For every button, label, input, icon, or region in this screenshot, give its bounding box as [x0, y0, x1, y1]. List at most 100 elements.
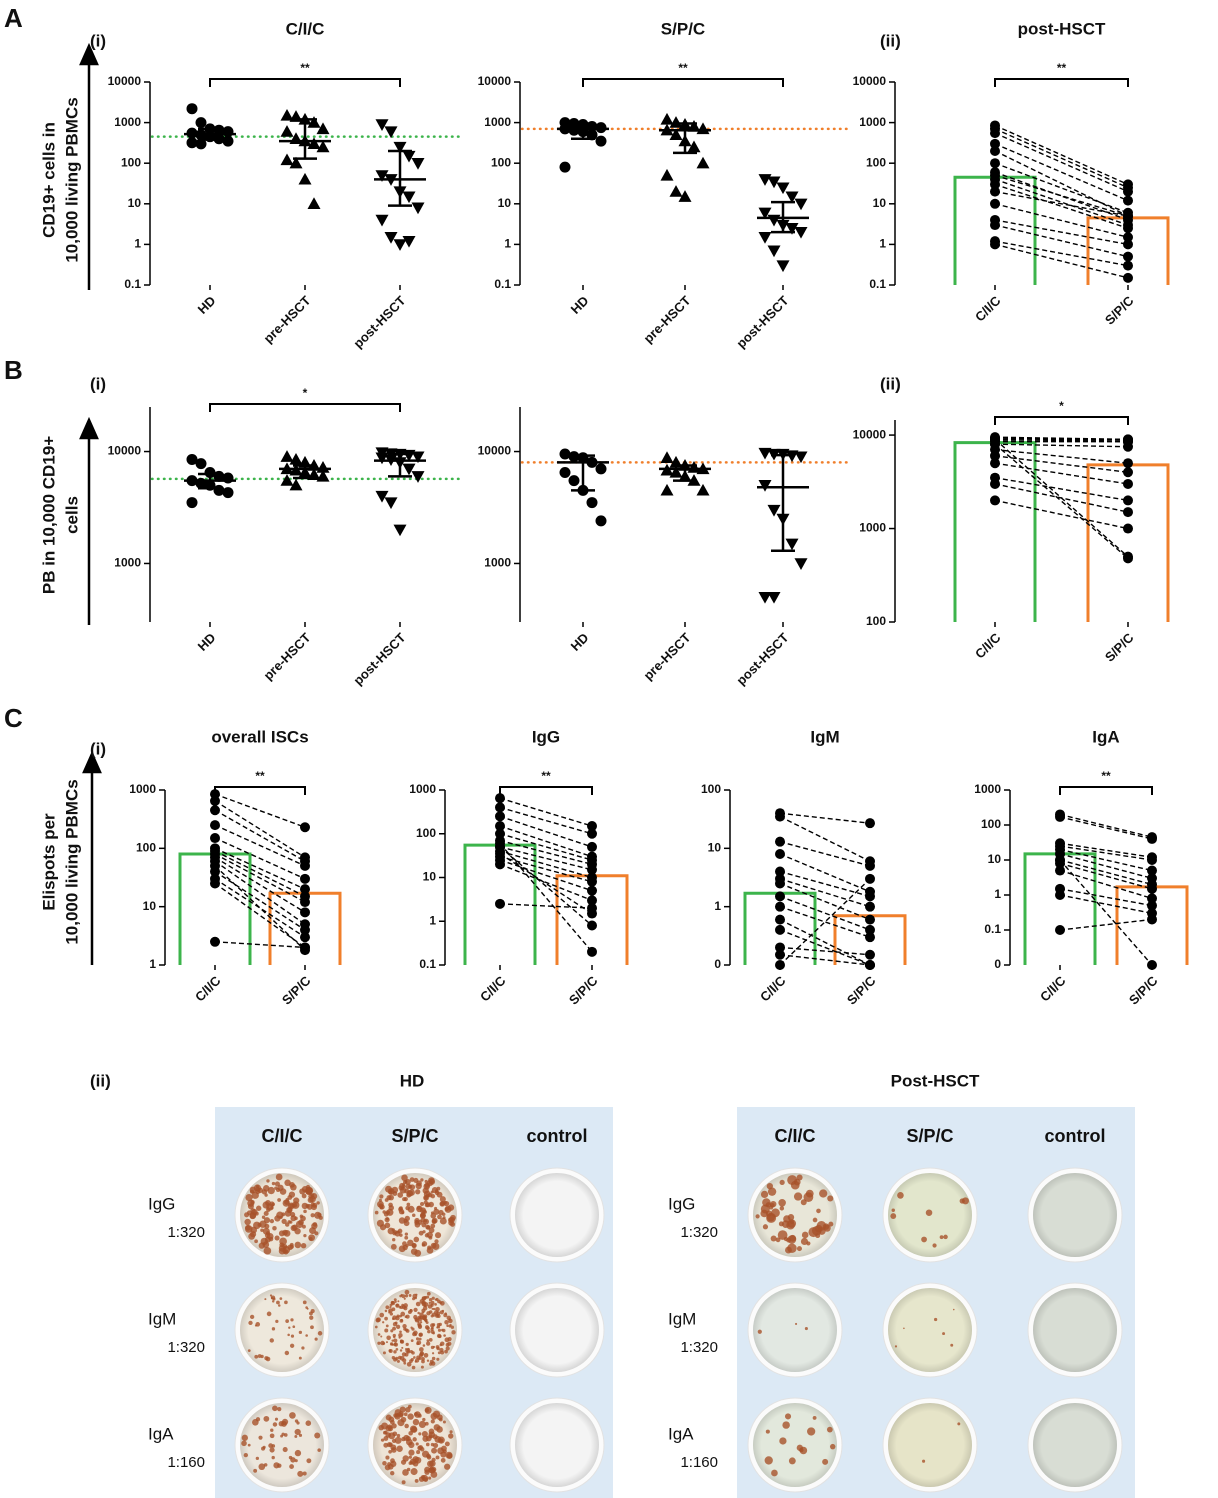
spot: [435, 1345, 440, 1349]
data-point: [1123, 251, 1133, 262]
data-point: [794, 558, 808, 570]
spot: [282, 1446, 288, 1453]
data-point: [222, 135, 234, 147]
spot: [282, 1199, 290, 1207]
y-tick-label: 1: [504, 237, 511, 251]
y-tick-label: 0.1: [984, 922, 1001, 936]
spot: [263, 1211, 269, 1217]
data-point: [865, 924, 875, 935]
data-point: [785, 191, 799, 204]
spot: [426, 1295, 430, 1299]
spot: [243, 1452, 249, 1458]
spot: [384, 1328, 389, 1333]
spot: [439, 1196, 446, 1203]
spot: [310, 1193, 315, 1198]
spot: [258, 1463, 266, 1471]
data-point: [660, 168, 674, 181]
spot: [393, 1338, 398, 1343]
spot: [308, 1234, 316, 1242]
pair-line: [779, 895, 871, 931]
spot: [405, 1314, 410, 1319]
spot: [287, 1220, 292, 1224]
data-point: [495, 821, 505, 832]
spot: [279, 1297, 283, 1300]
y-axis-label: 10,000 living PBMCs: [62, 779, 81, 944]
spot: [306, 1458, 312, 1464]
spot: [303, 1234, 307, 1238]
spot: [421, 1315, 427, 1321]
spot: [961, 1197, 969, 1205]
spot: [388, 1442, 393, 1447]
spot: [248, 1320, 253, 1326]
pair-line: [499, 815, 593, 848]
spot: [428, 1337, 433, 1342]
data-point: [1123, 223, 1133, 234]
pair-line: [994, 132, 1129, 193]
spot: [430, 1193, 436, 1199]
spot: [306, 1204, 313, 1210]
well-shade: [240, 1288, 324, 1372]
significance-label: **: [678, 61, 688, 75]
data-point: [210, 805, 220, 816]
data-point: [375, 119, 389, 131]
spot: [449, 1430, 453, 1434]
data-point: [1123, 467, 1133, 478]
spot: [294, 1227, 301, 1235]
data-point: [678, 190, 692, 202]
pair-line: [499, 843, 593, 953]
data-point: [1147, 855, 1157, 865]
spot: [382, 1460, 387, 1466]
spot: [269, 1433, 275, 1439]
chart-title: IgG: [532, 727, 560, 746]
x-tick-label: S/P/C: [1126, 973, 1161, 1008]
spot: [393, 1350, 397, 1354]
spot: [435, 1455, 440, 1460]
spot: [254, 1324, 258, 1327]
spot: [276, 1187, 281, 1192]
spot: [289, 1412, 296, 1419]
data-point: [775, 891, 785, 902]
spot: [309, 1315, 314, 1320]
sub-label: (ii): [880, 31, 901, 50]
spot: [310, 1309, 315, 1314]
spot: [402, 1197, 407, 1202]
spot: [408, 1294, 412, 1297]
spot: [394, 1436, 402, 1444]
spot: [281, 1418, 289, 1426]
data-point: [280, 125, 294, 137]
spot: [942, 1332, 946, 1336]
spot: [817, 1227, 826, 1235]
spot: [263, 1247, 272, 1255]
spot: [445, 1346, 450, 1351]
spot: [292, 1203, 298, 1208]
data-point: [990, 138, 1000, 149]
spot: [426, 1359, 430, 1362]
spot: [436, 1357, 440, 1361]
data-point: [307, 137, 321, 150]
data-point: [411, 158, 425, 170]
spot: [395, 1303, 399, 1307]
spot: [248, 1233, 256, 1240]
spot: [318, 1215, 323, 1220]
spot: [414, 1220, 420, 1225]
row-label: IgG: [668, 1194, 695, 1213]
spot: [271, 1181, 276, 1186]
spot: [409, 1309, 413, 1313]
spot: [396, 1433, 401, 1438]
pair-line: [779, 812, 871, 824]
data-point: [1123, 211, 1133, 222]
spot: [403, 1412, 408, 1417]
data-point: [495, 811, 505, 822]
spot: [812, 1415, 817, 1420]
spot: [406, 1202, 411, 1207]
x-tick-label: pre-HSCT: [641, 293, 694, 346]
spot: [404, 1294, 409, 1298]
data-point: [1147, 883, 1157, 894]
data-point: [990, 239, 1000, 250]
data-point: [785, 223, 799, 235]
data-point: [186, 453, 198, 465]
spot: [411, 1213, 416, 1218]
spot: [430, 1442, 435, 1447]
spot: [418, 1420, 426, 1429]
spot: [411, 1243, 417, 1248]
